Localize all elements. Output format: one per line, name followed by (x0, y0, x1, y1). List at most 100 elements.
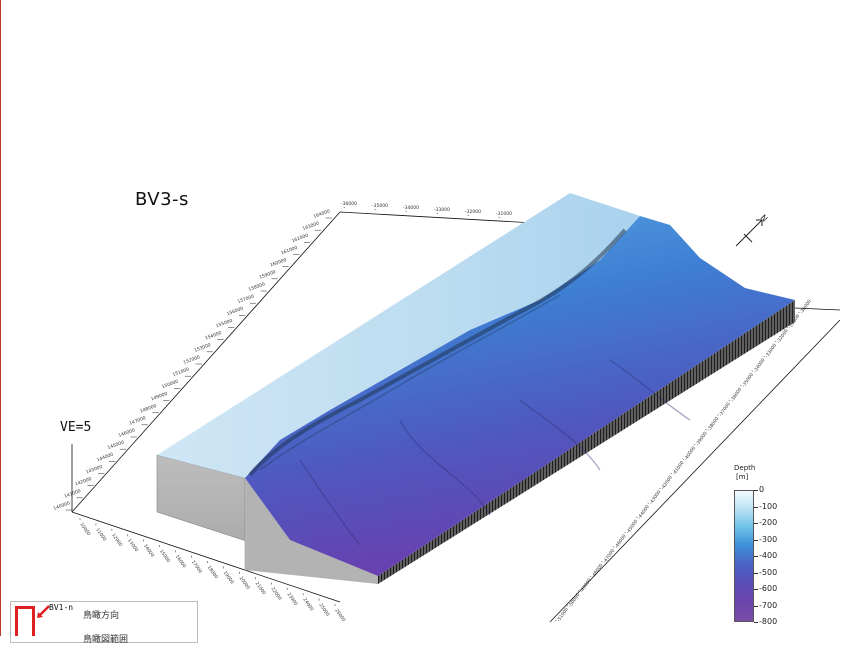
shelf-surface (157, 193, 640, 478)
axis-tick-label: 20000 (238, 575, 251, 590)
axis-tick (728, 399, 731, 401)
axis-tick (647, 502, 650, 504)
inset-view-extent-label: 鳥瞰図範囲 (83, 635, 129, 645)
inset-key-panel: BV1-n 鳥瞰方向 鳥瞰図範囲 (10, 601, 198, 645)
axis-tick-label: -35000 (372, 203, 388, 209)
legend-label: -800 (759, 617, 778, 626)
axis-tick-label: 21000 (254, 581, 267, 596)
axis-tick-label: 155000 (215, 318, 233, 330)
axis-tick (554, 619, 557, 621)
figure-title: BV3-s (135, 189, 189, 210)
axis-tick-label: 146000 (118, 427, 136, 439)
axis-tick-label: -47000 (602, 548, 616, 565)
block-front-hatch (378, 300, 795, 584)
axis-tick (705, 429, 707, 431)
legend-label: -700 (759, 600, 778, 610)
axis-tick (436, 212, 439, 215)
axis-tick-label: 10000 (78, 522, 91, 537)
axis-tick-label: 15000 (158, 549, 171, 564)
depth-legend: Depth [m] 0 -100 -200 -300 -400 -500 -600 -700 -… (732, 464, 802, 626)
axis-tick-label: -38000 (706, 416, 720, 433)
axis-tick (751, 370, 754, 372)
axis-tick-label: 152000 (183, 354, 201, 366)
axis-tick (670, 473, 673, 475)
axis-tick-label: 144000 (96, 452, 114, 464)
axis-tick (682, 458, 684, 460)
legend-label: 0 (759, 485, 765, 494)
axis-tick-label: 164000 (313, 208, 331, 220)
axis-tick-label: 158000 (248, 281, 266, 293)
north-label: N (759, 213, 770, 224)
axis-tick (578, 590, 580, 592)
legend-unit: [m] (736, 473, 749, 481)
axis-tick (612, 546, 615, 548)
axis-tick-label: -50000 (567, 592, 581, 609)
inset-frame-icon (15, 606, 35, 636)
axis-tick-label: 17000 (190, 559, 203, 574)
axis-tick (405, 210, 408, 213)
legend-tick (754, 539, 758, 541)
axis-tick-label: -42000 (660, 475, 674, 492)
axis-tick-label: 26000 (333, 608, 346, 623)
axis-tick-label: 13000 (126, 538, 139, 553)
axis-tick-label: 154000 (204, 330, 222, 342)
legend-tick (754, 523, 758, 524)
axis-tick (589, 575, 592, 577)
escarpment-shading (248, 228, 627, 477)
inset-view-direction-label: 鳥瞰方向 (83, 611, 120, 621)
vertical-exaggeration-label: VE=5 (60, 420, 92, 435)
slope-surface (245, 216, 795, 576)
axis-tick-label: 19000 (222, 570, 235, 585)
legend-tick (754, 572, 758, 574)
axis-tick (774, 341, 777, 343)
axis-tick-label: -49000 (579, 577, 593, 594)
north-arrow-icon: N (735, 213, 770, 247)
legend-label: -600 (759, 584, 778, 593)
axis-tick-label: -36000 (729, 387, 743, 404)
legend-title: Depth (734, 464, 756, 472)
axis-tick (343, 206, 346, 209)
axis-tick-label: 142000 (74, 476, 92, 488)
axis-tick (716, 414, 719, 416)
axis-tick-label: -43000 (648, 489, 662, 506)
legend-label: -500 (759, 567, 778, 577)
axis-tick (659, 487, 661, 489)
axis-tick-label: -33000 (434, 207, 450, 213)
legend-tick (754, 490, 758, 491)
axis-tick-label: 25000 (317, 602, 330, 617)
axis-tick-label: -32000 (465, 209, 481, 215)
axis-tick (498, 216, 501, 219)
axis-tick (467, 214, 470, 217)
back-left-axis-ticks: 1400001410001420001430001440001450001460… (53, 208, 332, 512)
axis-tick-label: 143000 (85, 464, 103, 476)
legend-tick (754, 556, 758, 557)
legend-label: -400 (759, 551, 778, 560)
axis-tick-label: 156000 (226, 306, 244, 318)
page-left-rule (0, 0, 1, 636)
legend-tick (754, 589, 758, 590)
legend-color-bar (734, 490, 754, 622)
axis-tick-label: -33000 (764, 343, 778, 360)
axis-tick (693, 443, 696, 445)
axis-tick-label: 163000 (302, 220, 320, 232)
axis-tick-label: 23000 (286, 592, 299, 607)
legend-label: -300 (759, 534, 778, 544)
axis-tick-label: 145000 (107, 439, 125, 451)
axis-tick-label: -34000 (403, 205, 419, 211)
axis-tick-label: 159000 (258, 269, 276, 281)
axis-tick (797, 311, 800, 313)
block-front-wall (245, 478, 378, 584)
axis-tick-label: 22000 (270, 586, 283, 601)
axis-tick-label: -41000 (671, 460, 685, 477)
axis-tick-label: 157000 (237, 293, 255, 305)
axis-tick-label: -37000 (718, 401, 732, 418)
axis-tick-label: -30000 (799, 299, 813, 316)
axis-tick (635, 517, 638, 519)
legend-tick (754, 605, 758, 607)
axis-tick-label: 16000 (174, 554, 187, 569)
axis-tick-label: -36000 (341, 201, 357, 207)
axis-tick-label: -44000 (637, 504, 651, 521)
axis-tick-label: 24000 (301, 597, 314, 612)
axis-tick-label: 151000 (172, 366, 190, 378)
